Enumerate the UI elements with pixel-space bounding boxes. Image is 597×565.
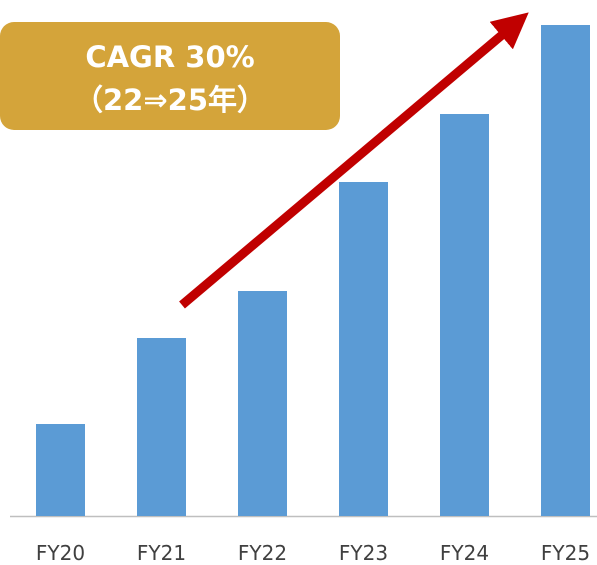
bar <box>440 114 489 516</box>
bar <box>541 25 590 516</box>
bar <box>137 338 186 516</box>
x-tick-label: FY20 <box>36 541 85 565</box>
x-tick-label: FY23 <box>339 541 388 565</box>
x-tick-label: FY21 <box>137 541 186 565</box>
x-tick-label: FY25 <box>541 541 590 565</box>
bar <box>339 182 388 516</box>
x-tick-label: FY22 <box>238 541 287 565</box>
x-tick-label: FY24 <box>440 541 489 565</box>
annotation-line: （22⇒25年） <box>74 83 266 117</box>
annotation-box <box>0 22 340 130</box>
bars <box>36 25 590 516</box>
bar <box>238 291 287 516</box>
trend-arrow <box>179 12 529 309</box>
bar <box>36 424 85 516</box>
annotation-line: CAGR 30% <box>85 40 254 74</box>
